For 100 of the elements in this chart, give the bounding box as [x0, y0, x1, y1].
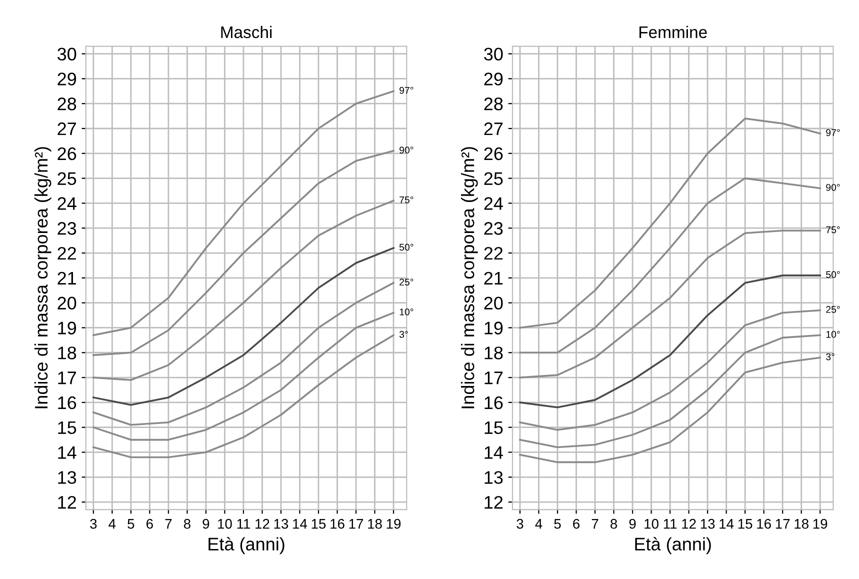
y-tick-label: 20 [58, 296, 76, 310]
x-tick-label: 8 [610, 518, 618, 529]
x-tick-label: 17 [349, 519, 364, 529]
y-tick-label: 18 [58, 346, 76, 360]
x-tick-label: 10 [218, 518, 232, 529]
line-series [92, 282, 394, 426]
y-tick-label: 16 [484, 396, 503, 410]
x-tick-label: 17 [776, 519, 790, 529]
series-label: 97° [826, 129, 840, 136]
x-tick-label: 10 [644, 518, 658, 529]
series-label: 90° [400, 146, 414, 154]
y-tick-label: 26 [58, 147, 76, 160]
x-axis-title: Età (anni) [208, 537, 284, 554]
x-tick-label: 8 [184, 518, 190, 529]
y-tick-label: 28 [484, 98, 503, 110]
x-tick-label: 18 [368, 518, 382, 529]
line-series [92, 150, 394, 356]
line-series [519, 334, 822, 448]
y-tick-label: 19 [484, 322, 503, 334]
y-tick-label: 14 [484, 446, 503, 459]
x-tick-label: 7 [165, 519, 172, 529]
x-axis-title: Età (anni) [635, 537, 711, 554]
chart-title: Femmine [640, 26, 707, 38]
line-series [519, 177, 822, 354]
x-tick-label: 12 [256, 518, 270, 529]
x-tick-label: 19 [813, 518, 828, 529]
series-label: 75° [826, 226, 840, 234]
line-series [92, 312, 394, 441]
x-tick-label: 5 [128, 519, 134, 529]
y-tick-label: 25 [484, 172, 503, 186]
x-tick-label: 18 [794, 518, 808, 529]
x-tick-label: 7 [592, 519, 598, 529]
x-tick-label: 14 [720, 519, 734, 529]
series-label: 3° [399, 330, 408, 338]
x-tick-label: 6 [573, 518, 580, 529]
y-tick-label: 21 [58, 272, 76, 284]
line-series [519, 274, 822, 408]
x-tick-label: 9 [202, 518, 210, 529]
y-tick-label: 29 [484, 72, 503, 86]
y-tick-label: 22 [58, 246, 76, 260]
line-series [92, 334, 394, 458]
x-tick-label: 13 [700, 518, 715, 529]
y-tick-label: 27 [58, 122, 76, 136]
y-tick-label: 23 [484, 222, 503, 235]
y-tick-label: 18 [484, 346, 503, 360]
y-tick-label: 13 [58, 471, 76, 484]
line-series [92, 90, 394, 336]
x-tick-label: 11 [237, 519, 250, 529]
series-label: 10° [400, 308, 414, 316]
x-tick-label: 3 [516, 518, 524, 529]
x-tick-label: 16 [757, 518, 771, 529]
x-tick-label: 4 [108, 519, 116, 529]
x-tick-label: 15 [312, 519, 326, 529]
series-label: 50° [399, 244, 414, 251]
line-series [519, 309, 822, 431]
x-tick-label: 6 [146, 518, 153, 529]
x-tick-label: 13 [274, 518, 288, 529]
line-series [92, 247, 394, 406]
series-label: 50° [826, 271, 840, 278]
y-tick-label: 26 [484, 147, 503, 160]
x-tick-label: 14 [293, 519, 308, 529]
x-tick-label: 19 [386, 518, 401, 529]
series-label: 97° [400, 86, 414, 94]
x-tick-label: 15 [738, 519, 752, 529]
y-tick-label: 17 [58, 372, 76, 384]
x-tick-label: 11 [664, 519, 677, 529]
y-tick-label: 20 [484, 296, 503, 310]
x-tick-label: 3 [90, 518, 97, 529]
y-tick-label: 27 [484, 122, 503, 136]
y-tick-label: 12 [58, 496, 76, 509]
y-axis-title: Indice di massa corporea (kg/m²) [460, 147, 478, 408]
series-label: 90° [826, 184, 840, 191]
series-label: 75° [400, 196, 414, 204]
y-tick-label: 12 [484, 496, 503, 509]
y-tick-label: 15 [484, 421, 503, 434]
series-label: 25° [400, 278, 414, 286]
line-series [519, 230, 822, 378]
line-series [92, 200, 394, 381]
series-label: 25° [826, 306, 840, 313]
y-tick-label: 23 [58, 222, 76, 235]
y-tick-label: 30 [484, 48, 503, 61]
y-tick-label: 14 [58, 446, 76, 459]
y-axis-title: Indice di massa corporea (kg/m²) [34, 147, 52, 408]
chart-title: Maschi [221, 26, 272, 38]
x-tick-label: 16 [330, 518, 344, 529]
y-tick-label: 29 [58, 72, 76, 86]
y-tick-label: 15 [58, 421, 76, 434]
y-tick-label: 21 [484, 272, 503, 284]
series-label: 3° [826, 353, 834, 360]
y-tick-label: 24 [484, 197, 503, 210]
y-tick-label: 28 [58, 98, 76, 110]
y-tick-label: 19 [58, 322, 76, 334]
x-tick-label: 5 [554, 519, 561, 529]
y-tick-label: 16 [58, 396, 76, 410]
line-series [519, 118, 822, 329]
y-tick-label: 17 [484, 372, 503, 384]
x-tick-label: 12 [682, 518, 696, 529]
y-tick-label: 13 [484, 471, 503, 484]
y-tick-label: 24 [58, 197, 76, 210]
x-tick-label: 4 [535, 519, 542, 529]
